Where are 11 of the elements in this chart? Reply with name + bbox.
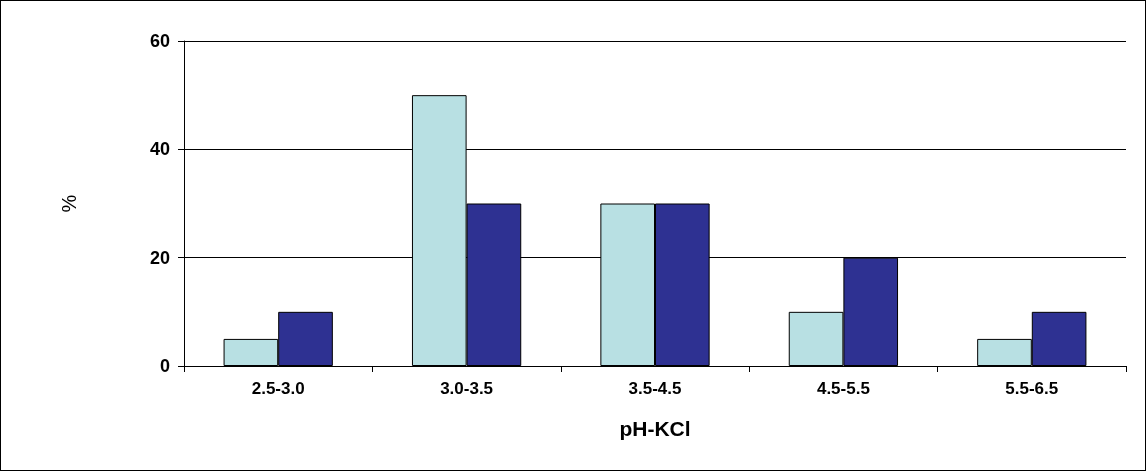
- x-axis-title: pH-KCl: [619, 417, 691, 440]
- y-tick-label: 20: [149, 247, 170, 268]
- x-tick-label: 3.0-3.5: [440, 379, 494, 398]
- y-tick-label: 0: [159, 356, 170, 376]
- x-tick-label: 4.5-5.5: [816, 379, 870, 398]
- x-tick-label: 3.5-4.5: [628, 379, 682, 398]
- y-tick-label: 60: [149, 31, 170, 51]
- y-axis-title: %: [58, 194, 80, 213]
- x-tick-label: 5.5-6.5: [1005, 379, 1059, 398]
- y-tick-label: 40: [149, 139, 170, 160]
- x-tick-label: 2.5-3.0: [251, 379, 305, 398]
